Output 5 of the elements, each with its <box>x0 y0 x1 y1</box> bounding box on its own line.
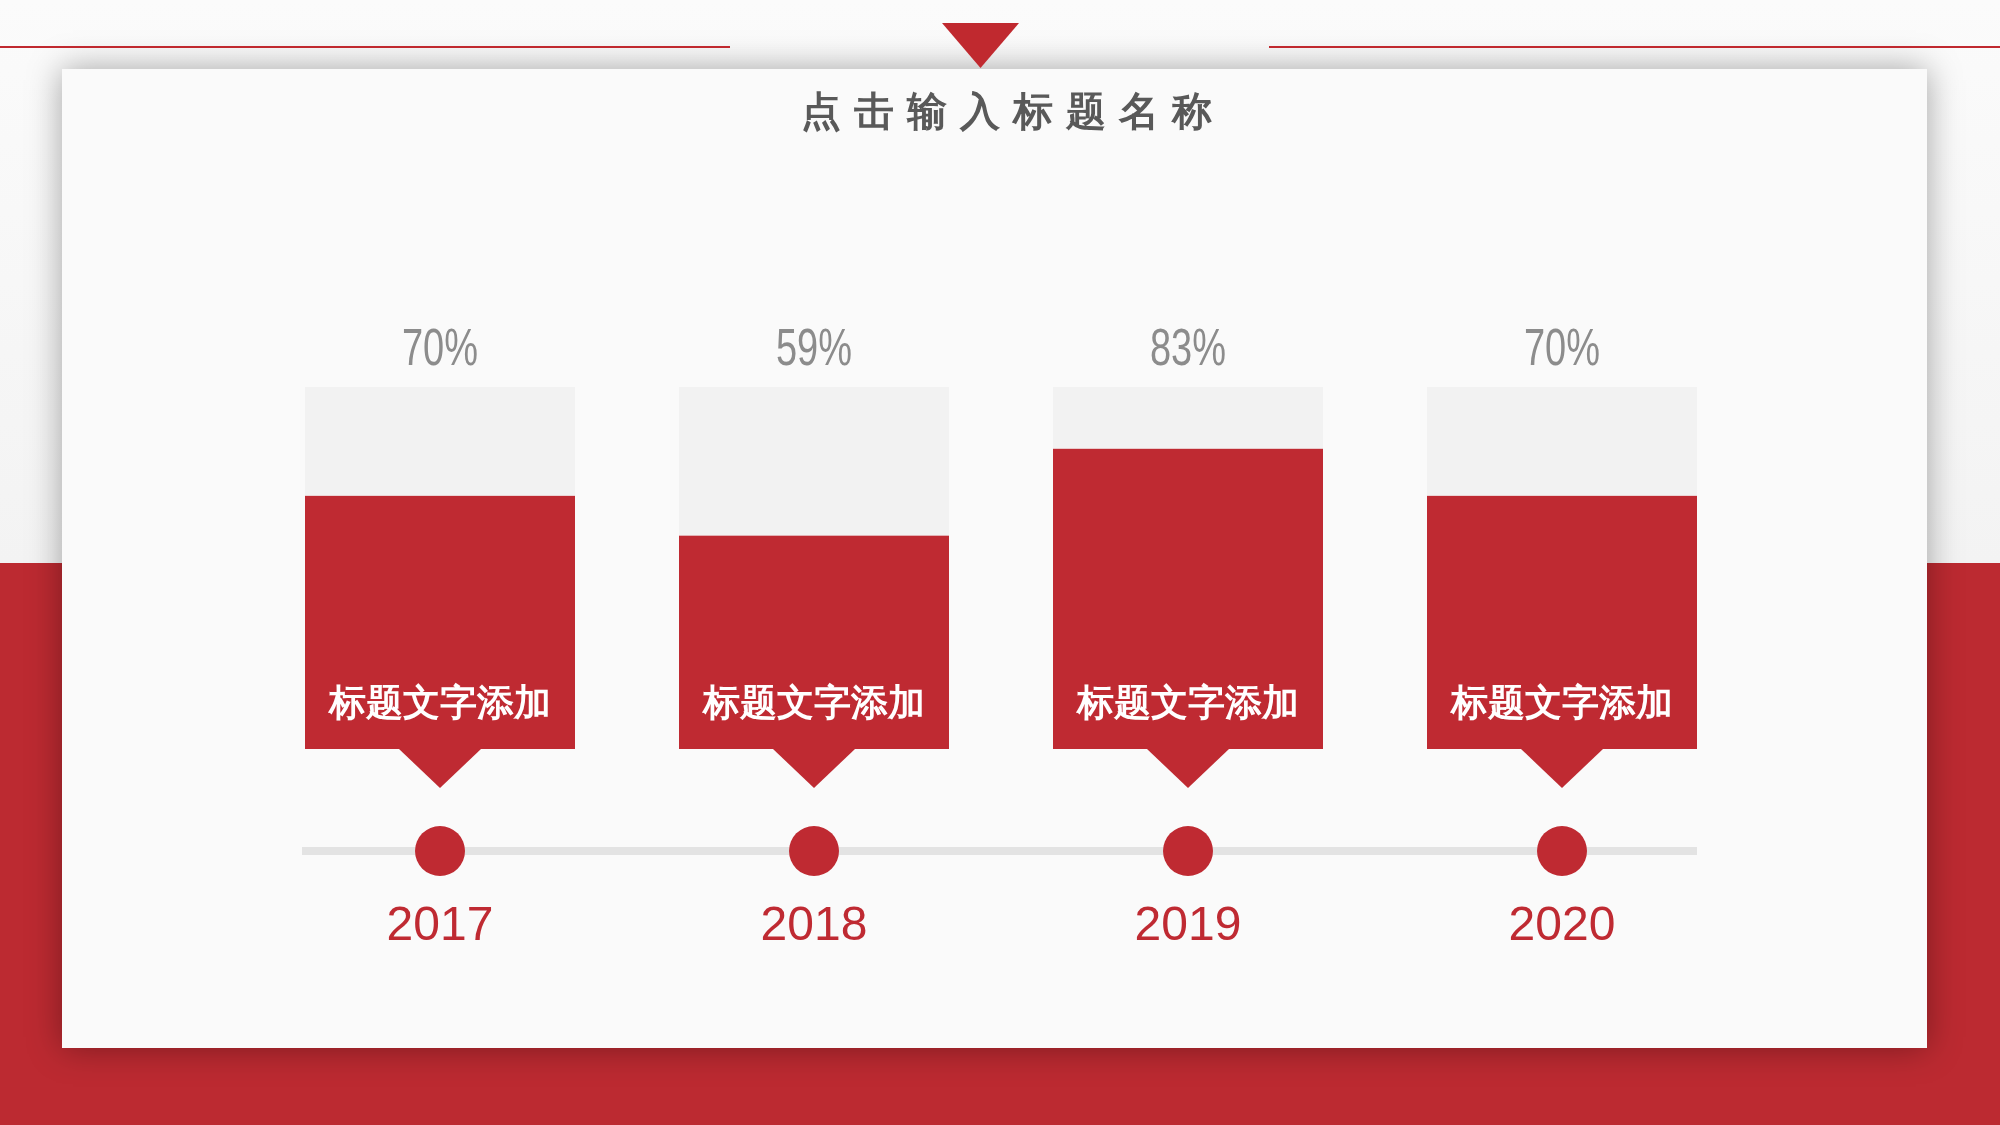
annotation: 标题文字添加 <box>1451 681 1673 723</box>
title: 点击输入标题名称 <box>801 89 1225 133</box>
annotation: 标题文字添加 <box>1077 681 1299 723</box>
annotation: 标题文字添加 <box>329 681 551 723</box>
annotation: 标题文字添加 <box>703 681 925 723</box>
